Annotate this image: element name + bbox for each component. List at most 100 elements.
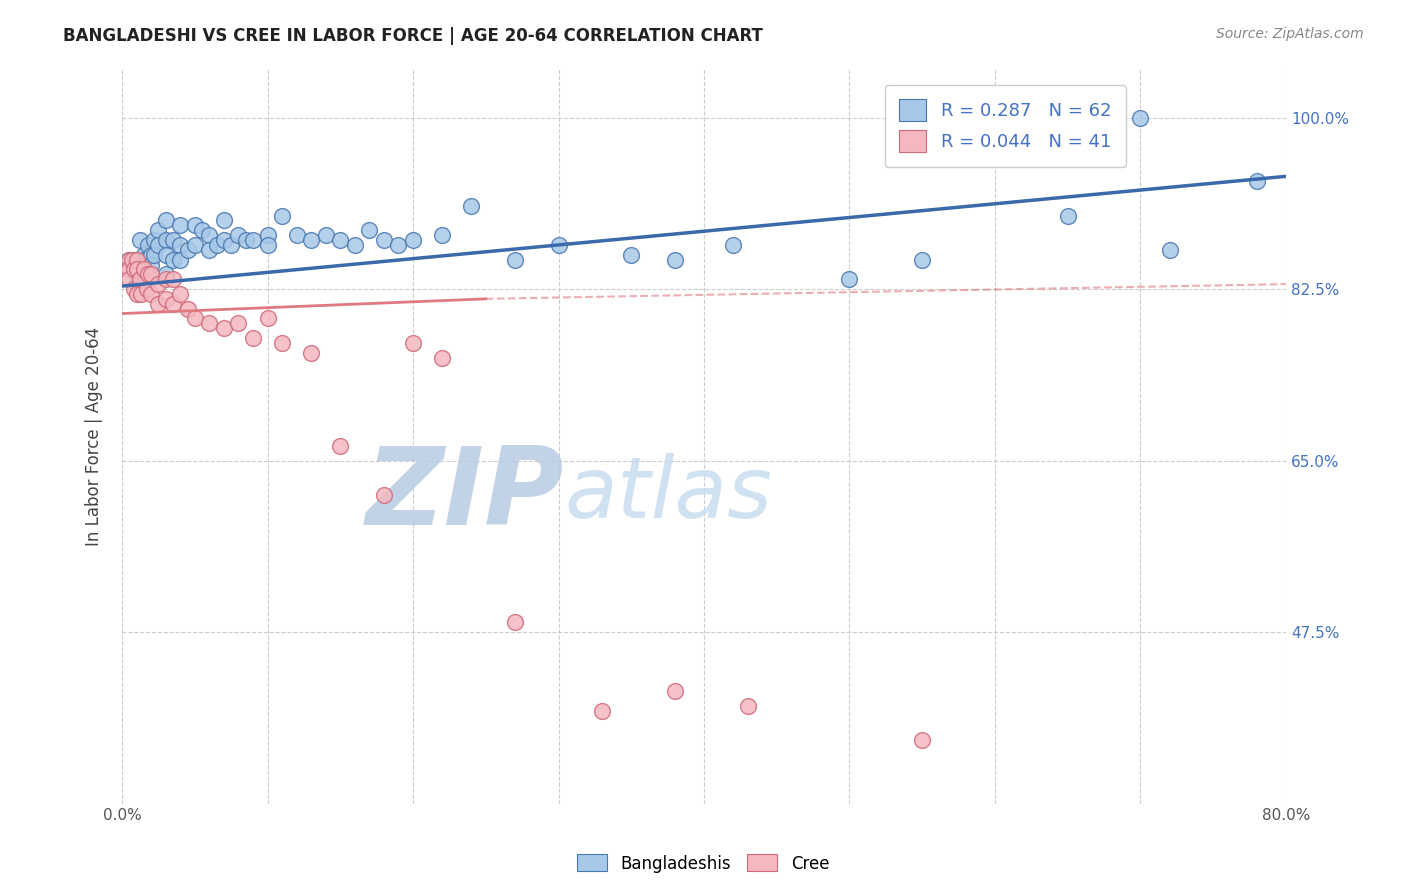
Point [359,223,381,237]
Text: ZIP: ZIP [366,442,564,548]
Point [242,331,264,345]
Point [132,252,155,267]
Point [125,287,148,301]
Point [271,209,294,223]
Point [373,488,395,502]
Point [198,243,221,257]
Point [373,233,395,247]
Point [118,262,141,277]
Point [205,238,228,252]
Point [155,272,177,286]
Point [155,213,177,227]
Point [135,282,157,296]
Point [1159,243,1181,257]
Point [176,243,198,257]
Point [198,228,221,243]
Point [141,258,163,272]
Point [125,252,148,267]
Point [387,238,409,252]
Text: BANGLADESHI VS CREE IN LABOR FORCE | AGE 20-64 CORRELATION CHART: BANGLADESHI VS CREE IN LABOR FORCE | AGE… [63,27,763,45]
Point [136,238,159,252]
Point [132,262,155,277]
Point [118,252,141,267]
Point [176,301,198,316]
Point [129,287,152,301]
Point [343,238,366,252]
Point [141,268,163,282]
Point [212,321,235,335]
Legend: R = 0.287   N = 62, R = 0.044   N = 41: R = 0.287 N = 62, R = 0.044 N = 41 [884,85,1126,167]
Point [212,213,235,227]
Point [169,219,191,233]
Point [402,233,425,247]
Point [148,223,170,237]
Point [141,248,163,262]
Point [143,248,166,262]
Point [721,238,744,252]
Point [591,704,613,718]
Point [155,268,177,282]
Point [169,287,191,301]
Point [155,248,177,262]
Point [184,238,207,252]
Point [235,233,257,247]
Point [191,223,214,237]
Y-axis label: In Labor Force | Age 20-64: In Labor Force | Age 20-64 [86,326,103,546]
Point [169,252,191,267]
Point [620,248,643,262]
Point [125,262,148,277]
Point [122,282,145,296]
Point [128,233,150,247]
Point [460,199,482,213]
Point [128,272,150,286]
Point [285,228,308,243]
Point [329,233,352,247]
Point [430,351,453,365]
Point [838,272,860,286]
Point [1056,209,1078,223]
Point [911,732,934,747]
Point [664,252,686,267]
Point [125,268,148,282]
Point [503,615,526,630]
Point [169,238,191,252]
Point [118,272,141,286]
Point [271,335,294,350]
Point [256,238,278,252]
Point [122,252,145,267]
Legend: Bangladeshis, Cree: Bangladeshis, Cree [569,847,837,880]
Point [430,228,453,243]
Point [737,698,759,713]
Point [198,317,221,331]
Point [256,228,278,243]
Point [155,233,177,247]
Point [162,272,184,286]
Point [148,277,170,292]
Point [212,233,235,247]
Point [1246,174,1268,188]
Point [136,268,159,282]
Point [184,311,207,326]
Point [402,335,425,350]
Point [299,233,322,247]
Point [315,228,337,243]
Point [121,252,143,267]
Point [547,238,569,252]
Text: Source: ZipAtlas.com: Source: ZipAtlas.com [1216,27,1364,41]
Point [299,345,322,359]
Point [162,297,184,311]
Text: atlas: atlas [564,453,772,536]
Point [162,252,184,267]
Point [148,297,170,311]
Point [1129,111,1152,125]
Point [155,292,177,306]
Point [329,439,352,453]
Point [664,684,686,698]
Point [125,258,148,272]
Point [125,277,148,292]
Point [911,252,934,267]
Point [503,252,526,267]
Point [242,233,264,247]
Point [162,233,184,247]
Point [122,262,145,277]
